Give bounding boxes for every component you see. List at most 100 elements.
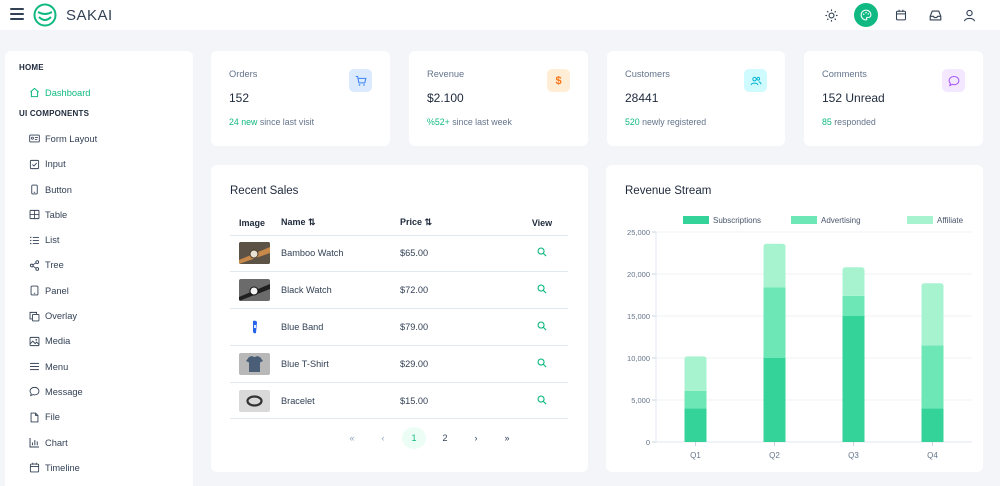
recent-sales-card: Recent Sales Image Name ⇅ Price ⇅ View B… — [211, 165, 588, 472]
sidebar-item-label: Overlay — [45, 311, 78, 322]
x-tick-label: Q2 — [769, 451, 780, 460]
sidebar-item-chart[interactable]: Chart — [19, 430, 179, 455]
search-icon[interactable] — [537, 284, 547, 296]
sun-icon[interactable] — [820, 4, 842, 26]
product-name: Blue Band — [281, 308, 400, 346]
recent-sales-title: Recent Sales — [230, 185, 299, 197]
bar-segment-subscriptions — [763, 358, 786, 442]
stat-sub: since last week — [449, 117, 512, 127]
stat-highlight: 85 — [822, 117, 832, 127]
sidebar-item-label: Panel — [45, 285, 69, 296]
sidebar-item-table[interactable]: Table — [19, 202, 179, 227]
sidebar-item-form-layout[interactable]: Form Layout — [19, 126, 179, 151]
tablet-icon — [29, 285, 40, 296]
share-icon — [29, 260, 40, 271]
list-icon — [29, 235, 40, 246]
sidebar-item-dashboard[interactable]: Dashboard — [19, 80, 179, 105]
sidebar-item-file[interactable]: File — [19, 405, 179, 430]
stat-highlight: %52+ — [427, 117, 450, 127]
sidebar-item-label: Input — [45, 159, 66, 170]
view-cell — [502, 235, 568, 273]
next-page-button[interactable]: › — [474, 433, 478, 444]
product-image-cell — [230, 308, 281, 346]
palette-icon[interactable] — [854, 3, 878, 27]
stat-highlight: 520 — [625, 117, 640, 127]
bar-segment-affiliate — [921, 283, 944, 346]
product-image-cell — [230, 235, 281, 273]
sidebar-item-message[interactable]: Message — [19, 379, 179, 404]
y-tick-label: 25,000 — [627, 228, 650, 237]
sidebar-item-input[interactable]: Input — [19, 152, 179, 177]
page-button-1[interactable]: 1 — [402, 427, 426, 450]
column-header-name[interactable]: Name ⇅ — [281, 211, 400, 236]
sidebar-item-media[interactable]: Media — [19, 329, 179, 354]
product-image — [239, 279, 270, 302]
users-icon — [744, 69, 767, 92]
user-icon[interactable] — [958, 4, 980, 26]
sidebar-item-menu[interactable]: Menu — [19, 354, 179, 379]
view-cell — [502, 271, 568, 310]
table-icon — [29, 209, 40, 220]
page-button-2[interactable]: 2 — [442, 433, 448, 444]
sidebar-item-tree[interactable]: Tree — [19, 253, 179, 278]
sidebar-item-button[interactable]: Button — [19, 177, 179, 202]
stat-value: $2.100 — [427, 91, 464, 105]
product-price: $79.00 — [400, 308, 502, 346]
search-icon[interactable] — [537, 247, 547, 259]
search-icon[interactable] — [537, 358, 547, 370]
last-page-button[interactable]: » — [504, 433, 510, 444]
id-card-icon — [29, 133, 40, 144]
menu-toggle-icon[interactable] — [10, 8, 24, 20]
comment-icon — [29, 386, 40, 397]
legend-label: Affiliate — [937, 216, 964, 225]
legend-label: Advertising — [821, 216, 861, 225]
sidebar-item-list[interactable]: List — [19, 227, 179, 252]
sidebar-item-timeline[interactable]: Timeline — [19, 455, 179, 480]
revenue-chart: Subscriptions Advertising Affiliate 0 5,000 1… — [627, 216, 972, 460]
logo-icon — [33, 3, 57, 27]
calendar-icon — [29, 462, 40, 473]
sidebar-item-label: Chart — [45, 437, 68, 448]
file-icon — [29, 412, 40, 423]
sort-icon[interactable]: ⇅ — [308, 217, 316, 228]
revenue-stream-title: Revenue Stream — [625, 185, 712, 197]
prev-page-button[interactable]: ‹ — [381, 433, 385, 444]
stat-subtext: 85 responded — [822, 117, 965, 127]
brand-name[interactable]: SAKAI — [66, 7, 113, 24]
sidebar-item-label: Dashboard — [45, 87, 91, 98]
product-name: Black Watch — [281, 271, 400, 310]
y-tick-label: 10,000 — [627, 354, 650, 363]
bar-segment-subscriptions — [842, 316, 865, 442]
table-row: Black Watch $72.00 — [230, 271, 568, 310]
table-row: Blue T-Shirt $29.00 — [230, 345, 568, 383]
product-image — [239, 389, 270, 412]
bar-segment-advertising — [763, 287, 786, 358]
search-icon[interactable] — [537, 321, 547, 333]
y-tick-label: 20,000 — [627, 270, 650, 279]
product-image-cell — [230, 345, 281, 383]
chart-bar-icon — [29, 437, 40, 448]
sidebar-item-label: List — [45, 235, 60, 246]
column-header-price[interactable]: Price ⇅ — [400, 211, 502, 236]
stat-card-customers: Customers 28441 520 newly registered — [607, 51, 785, 146]
stat-sub: newly registered — [639, 117, 707, 127]
x-tick-label: Q3 — [848, 451, 859, 460]
stat-card-comments: Comments 152 Unread 85 responded — [804, 51, 983, 146]
sort-icon[interactable]: ⇅ — [424, 217, 433, 228]
legend-swatch — [683, 216, 709, 224]
product-image — [239, 315, 270, 338]
product-name: Bamboo Watch — [281, 235, 400, 273]
sidebar-item-overlay[interactable]: Overlay — [19, 303, 179, 328]
y-tick-label: 5,000 — [631, 396, 650, 405]
first-page-button[interactable]: « — [349, 433, 355, 444]
sidebar-item-panel[interactable]: Panel — [19, 278, 179, 303]
stat-subtext: 520 newly registered — [625, 117, 767, 127]
search-icon[interactable] — [537, 395, 547, 407]
stat-sub: responded — [831, 117, 876, 127]
stat-label: Customers — [625, 69, 670, 79]
calendar-icon[interactable] — [890, 4, 912, 26]
inbox-icon[interactable] — [924, 4, 946, 26]
stat-value: 28441 — [625, 91, 659, 105]
product-name: Bracelet — [281, 382, 400, 420]
mobile-icon — [29, 184, 40, 195]
